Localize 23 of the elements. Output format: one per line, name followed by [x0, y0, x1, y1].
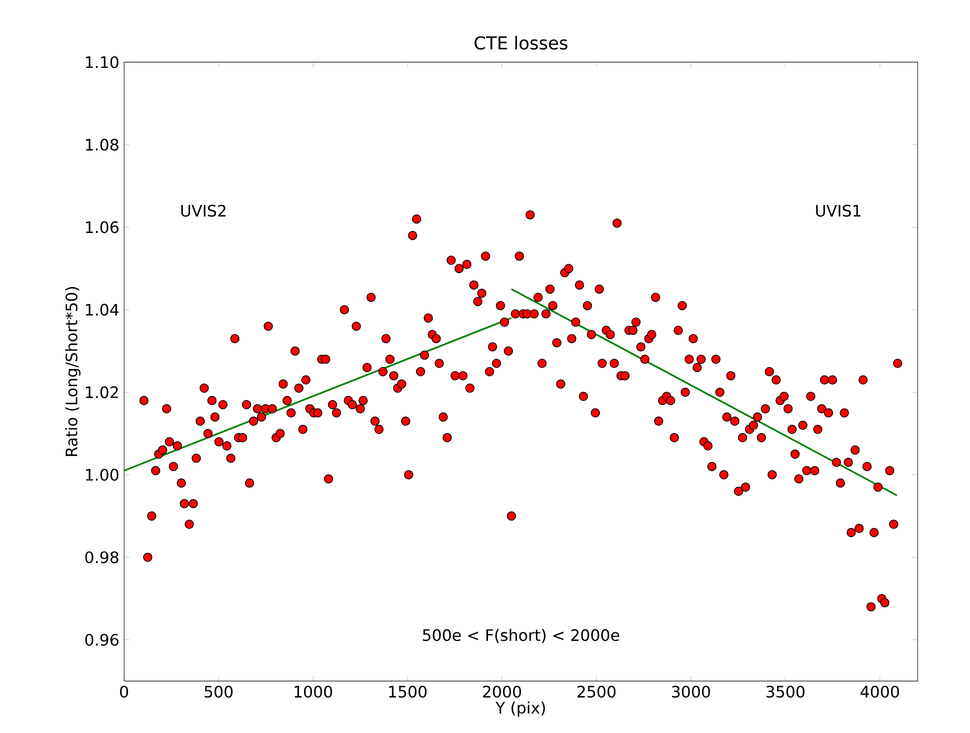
x-tick-label: 3000 [672, 686, 710, 698]
chart-title: CTE losses [474, 36, 568, 50]
y-tick-label: 0.98 [85, 551, 118, 564]
y-tick-label: 1.02 [86, 386, 118, 398]
x-tick-label: 2000 [483, 686, 522, 698]
y-tick-label: 1.04 [86, 304, 119, 316]
annotation: 500e < F(short) < 2000e [422, 628, 620, 643]
x-tick-label: 500 [204, 686, 233, 698]
x-tick-label: 0 [120, 686, 128, 698]
x-tick-label: 4000 [860, 686, 899, 698]
x-axis-title: Y (pix) [495, 701, 545, 717]
y-tick-label: 1.10 [86, 56, 118, 68]
y-tick-label: 1.08 [86, 138, 118, 150]
x-tick-label: 2500 [578, 686, 616, 698]
annotation: UVIS2 [181, 204, 226, 217]
x-tick-label: 3500 [766, 686, 804, 698]
annotation: UVIS1 [816, 204, 860, 217]
x-tick-label: 1500 [389, 686, 427, 698]
y-tick-label: 1.06 [86, 221, 118, 234]
x-tick-label: 1000 [294, 686, 332, 698]
y-tick-label: 0.96 [85, 634, 118, 646]
y-tick-label: 1.00 [86, 468, 118, 481]
y-axis-title: Ratio (Long/Short*50) [65, 286, 80, 456]
